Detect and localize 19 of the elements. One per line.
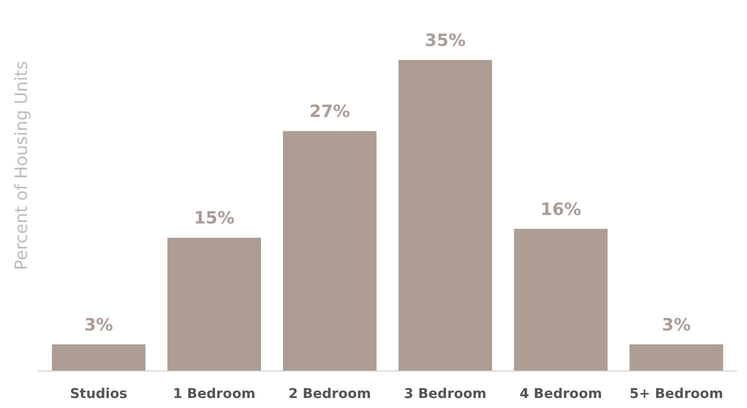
data-label: 3% (84, 315, 114, 336)
x-tick-label: Studios (70, 386, 128, 402)
data-label: 16% (540, 200, 582, 220)
bar (514, 228, 608, 371)
bar (52, 344, 146, 371)
data-label: 27% (309, 102, 350, 122)
data-label: 3% (662, 315, 691, 336)
bar (167, 238, 261, 371)
bar (398, 60, 492, 371)
y-axis-title: Percent of Housing Units (12, 60, 32, 270)
data-label: 35% (424, 31, 466, 51)
x-tick-label: 4 Bedroom (520, 386, 602, 402)
x-tick-label: 5+ Bedroom (629, 386, 724, 402)
bar (282, 131, 377, 371)
x-tick-label: 1 Bedroom (172, 386, 256, 402)
bar (630, 344, 724, 371)
x-tick-label: 3 Bedroom (404, 386, 487, 402)
data-label: 15% (194, 208, 235, 229)
x-tick-label: 2 Bedroom (288, 386, 371, 402)
